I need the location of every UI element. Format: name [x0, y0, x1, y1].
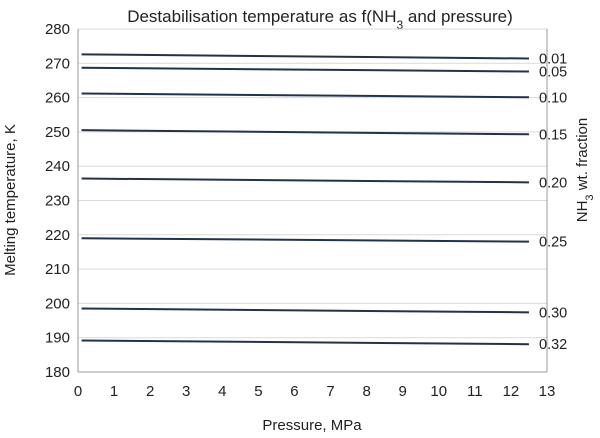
y-tick-label: 230 — [45, 193, 70, 210]
series-label: 0.30 — [539, 305, 567, 321]
x-tick-label: 0 — [74, 383, 82, 400]
series-line-0-01 — [81, 53, 529, 60]
series-line-0-30 — [81, 307, 529, 314]
series-line-0-10 — [81, 92, 529, 99]
series-labels: 0.010.05 0.10 0.15 0.20 0.25 0.30 0.32 — [539, 51, 567, 353]
x-tick-label: 3 — [182, 383, 190, 400]
series-line-0-05 — [81, 66, 529, 73]
series-line-0-25 — [81, 237, 529, 243]
series-lines — [81, 53, 529, 346]
y-tick-label: 210 — [45, 261, 70, 278]
x-tick-label: 13 — [539, 383, 556, 400]
series-line-0-20 — [81, 177, 529, 184]
series-line-0-15 — [81, 129, 529, 136]
x-tick-label: 11 — [467, 383, 483, 400]
y-tick-label: 200 — [45, 295, 70, 312]
series-label: 0.15 — [539, 127, 567, 143]
y-tick-label: 190 — [45, 330, 70, 347]
axes — [77, 29, 548, 373]
series-label: 0.10 — [539, 90, 567, 106]
series-label: 0.01 — [539, 51, 567, 67]
x-tick-label: 8 — [362, 383, 370, 400]
x-axis-title: Pressure, MPa — [262, 417, 362, 434]
x-tick-label: 5 — [254, 383, 262, 400]
y-tick-label: 240 — [45, 158, 70, 175]
y-tick-label: 220 — [45, 227, 70, 244]
y-tick-label: 250 — [45, 124, 70, 141]
x-tick-label: 2 — [146, 383, 154, 400]
series-label: 0.32 — [539, 337, 567, 353]
x-tick-label: 12 — [503, 383, 520, 400]
y-axis-title: Melting temperature, K — [2, 124, 19, 276]
series-line-0-32 — [81, 339, 529, 346]
series-label: 0.20 — [539, 175, 567, 191]
x-tick-label: 1 — [110, 383, 118, 400]
series-label: 0.25 — [539, 235, 567, 251]
x-tick-label: 10 — [430, 383, 447, 400]
series-label: 0.05 — [539, 65, 567, 81]
x-tick-label: 4 — [218, 383, 226, 400]
y-tick-label: 260 — [45, 90, 70, 107]
y-tick-label: 180 — [45, 364, 70, 381]
y-tick-label: 280 — [45, 21, 70, 38]
x-tick-label: 6 — [290, 383, 298, 400]
right-axis-title: NH3 wt. fraction — [574, 118, 596, 223]
x-tick-label: 9 — [399, 383, 407, 400]
y-tick-label: 270 — [45, 55, 70, 72]
chart-title: Destabilisation temperature as f(NH3 and… — [127, 7, 513, 32]
x-tick-label: 7 — [326, 383, 334, 400]
